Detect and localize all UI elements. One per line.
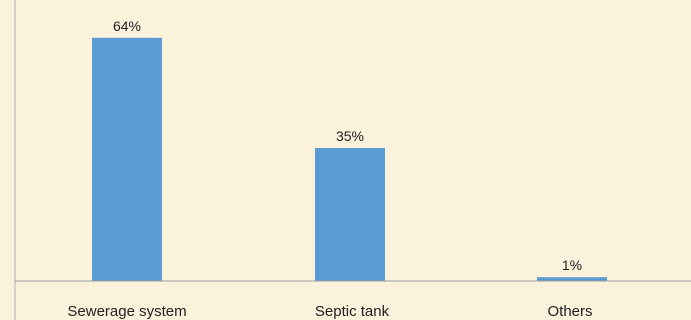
- category-label-3: Others: [547, 303, 592, 320]
- labels-layer: 64% Sewerage system 35% Septic tank 1% Others: [67, 18, 592, 320]
- data-label-3: 1%: [562, 257, 582, 273]
- bars-layer: [92, 37, 607, 281]
- bar-1: [92, 37, 162, 281]
- bar-2: [315, 148, 385, 281]
- category-label-2: Septic tank: [315, 303, 390, 320]
- bar-3: [537, 277, 607, 281]
- category-label-1: Sewerage system: [67, 303, 186, 320]
- data-label-1: 64%: [113, 18, 141, 34]
- data-label-2: 35%: [336, 128, 364, 144]
